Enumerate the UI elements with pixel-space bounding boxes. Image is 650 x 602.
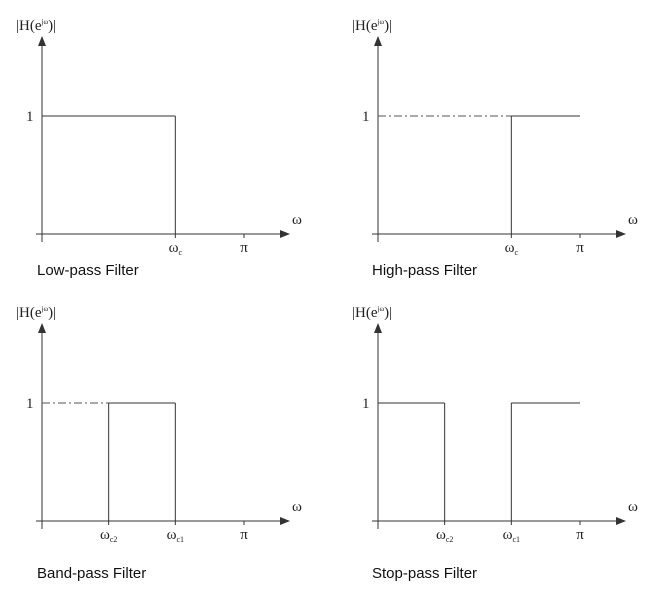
x-axis-arrow bbox=[616, 230, 626, 238]
x-axis-arrow bbox=[616, 517, 626, 525]
y-axis-label: |H(ejω)| bbox=[352, 18, 392, 34]
y-tick-label: 1 bbox=[362, 109, 370, 125]
y-axis-arrow bbox=[38, 323, 46, 333]
x-tick-label-1: π bbox=[240, 240, 248, 256]
x-axis-arrow bbox=[280, 230, 290, 238]
caption-high-pass: High-pass Filter bbox=[372, 262, 478, 279]
panel-high-pass: |H(ejω)| 1 ω ωc π bbox=[352, 18, 638, 257]
y-axis-label: |H(ejω)| bbox=[16, 305, 56, 321]
caption-stop-pass: Stop-pass Filter bbox=[372, 565, 478, 582]
x-axis-label: ω bbox=[628, 499, 638, 515]
caption-low-pass: Low-pass Filter bbox=[37, 262, 139, 279]
x-tick-label-2: π bbox=[240, 527, 248, 543]
x-tick-label-1: ωc1 bbox=[503, 527, 520, 544]
y-axis-arrow bbox=[38, 36, 46, 46]
x-tick-label-0: ωc2 bbox=[100, 527, 117, 544]
y-axis-label: |H(ejω)| bbox=[352, 305, 392, 321]
x-tick-label-2: π bbox=[576, 527, 584, 543]
x-tick-label-0: ωc bbox=[505, 240, 519, 257]
x-axis-label: ω bbox=[628, 212, 638, 228]
panel-stop-pass: |H(ejω)| 1 ω ωc2 ωc1 π bbox=[352, 305, 638, 544]
x-tick-label-0: ωc2 bbox=[436, 527, 453, 544]
y-tick-label: 1 bbox=[26, 109, 34, 125]
x-tick-label-1: π bbox=[576, 240, 584, 256]
x-axis-label: ω bbox=[292, 212, 302, 228]
panel-band-pass: |H(ejω)| 1 ω ωc2 ωc1 π bbox=[16, 305, 302, 544]
y-tick-label: 1 bbox=[362, 396, 370, 412]
y-tick-label: 1 bbox=[26, 396, 34, 412]
panel-low-pass: |H(ejω)| 1 ω ωc π bbox=[16, 18, 302, 257]
y-axis-arrow bbox=[374, 36, 382, 46]
x-tick-label-0: ωc bbox=[169, 240, 183, 257]
x-axis-label: ω bbox=[292, 499, 302, 515]
x-tick-label-1: ωc1 bbox=[167, 527, 184, 544]
y-axis-label: |H(ejω)| bbox=[16, 18, 56, 34]
y-axis-arrow bbox=[374, 323, 382, 333]
x-axis-arrow bbox=[280, 517, 290, 525]
caption-band-pass: Band-pass Filter bbox=[37, 565, 147, 582]
